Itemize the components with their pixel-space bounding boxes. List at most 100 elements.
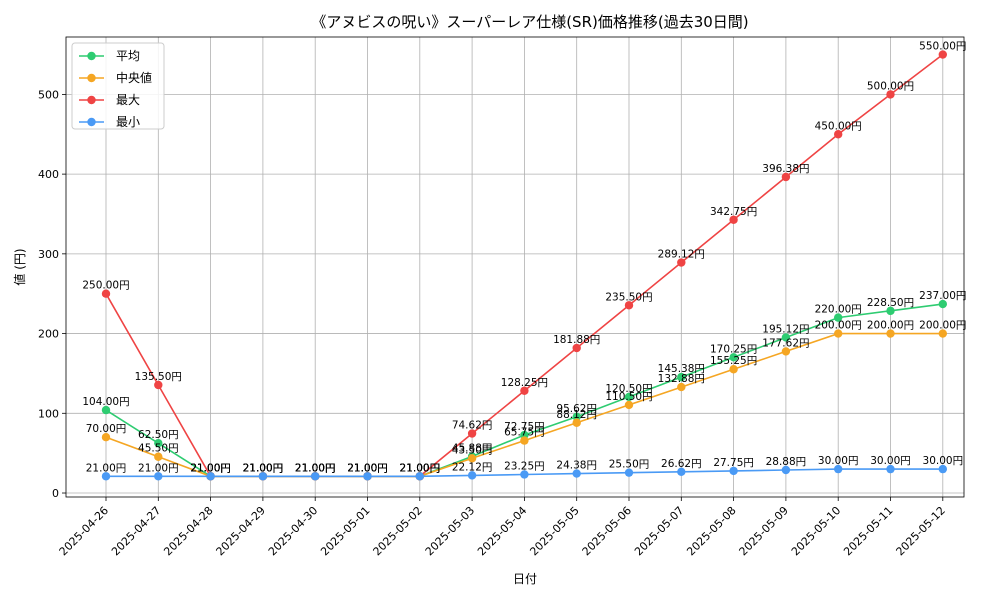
data-point <box>467 471 477 480</box>
legend-box <box>71 42 165 130</box>
data-point <box>467 454 477 463</box>
data-label: 237.00円 <box>919 290 966 302</box>
data-label: 228.50円 <box>867 297 914 309</box>
data-label: 43.50円 <box>452 444 493 456</box>
y-tick-label: 0 <box>52 487 59 500</box>
data-label: 21.00円 <box>190 462 231 474</box>
data-label: 21.00円 <box>243 462 284 474</box>
data-point <box>781 172 791 182</box>
data-label: 500.00円 <box>867 80 914 92</box>
data-point <box>572 418 581 427</box>
data-point <box>624 468 634 477</box>
data-label: 21.00円 <box>243 462 284 474</box>
data-label: 21.00円 <box>243 462 284 474</box>
data-label: 65.75円 <box>504 427 545 439</box>
axes: 2025-04-262025-04-272025-04-282025-04-29… <box>38 88 948 558</box>
data-point <box>729 365 738 374</box>
x-tick-label: 2025-04-28 <box>161 504 215 558</box>
data-point <box>572 412 581 421</box>
data-point <box>258 472 268 481</box>
data-label: 396.38円 <box>762 163 809 175</box>
data-label: 21.00円 <box>400 462 441 474</box>
data-point <box>154 452 163 461</box>
plot-frame <box>65 36 965 498</box>
data-label: 195.12円 <box>762 323 809 335</box>
data-label: 95.62円 <box>556 403 597 415</box>
legend-swatch-marker <box>87 51 96 61</box>
data-label: 88.12円 <box>556 409 597 421</box>
data-point <box>520 470 529 479</box>
data-label: 21.00円 <box>347 462 388 474</box>
data-label: 250.00円 <box>82 280 129 292</box>
data-point <box>834 464 843 474</box>
x-tick-label: 2025-05-02 <box>371 504 425 558</box>
data-label: 289.12円 <box>658 249 705 261</box>
data-label: 21.00円 <box>138 462 179 474</box>
data-label: 220.00円 <box>815 304 862 316</box>
data-point <box>781 465 791 475</box>
data-point <box>938 464 947 474</box>
data-label: 21.00円 <box>190 462 231 474</box>
data-point <box>729 215 738 224</box>
data-label: 27.75円 <box>713 457 754 469</box>
data-point <box>154 472 163 481</box>
data-label: 21.00円 <box>190 462 231 474</box>
data-label: 128.25円 <box>501 377 548 389</box>
data-point <box>101 472 111 481</box>
data-label: 110.50円 <box>605 391 652 403</box>
data-label: 200.00円 <box>815 320 862 332</box>
y-tick-label: 400 <box>38 168 59 181</box>
data-label: 30.00円 <box>818 455 859 467</box>
data-label: 21.00円 <box>400 462 441 474</box>
x-tick-label: 2025-04-27 <box>109 504 163 558</box>
data-point <box>572 469 581 478</box>
x-tick-label: 2025-05-04 <box>475 504 529 558</box>
data-point <box>572 343 581 353</box>
data-label: 145.38円 <box>658 363 705 375</box>
data-point <box>311 472 320 481</box>
y-tick-label: 100 <box>38 407 59 420</box>
legend-swatch-marker <box>87 73 96 83</box>
data-label: 550.00円 <box>919 41 966 53</box>
data-point <box>938 50 947 59</box>
x-tick-label: 2025-04-26 <box>57 504 111 558</box>
data-point <box>624 301 634 310</box>
x-tick-label: 2025-05-11 <box>841 504 895 558</box>
y-tick-label: 500 <box>38 88 59 101</box>
x-tick-label: 2025-05-06 <box>580 504 634 558</box>
legend-swatch-marker <box>87 95 96 105</box>
data-point <box>834 313 843 322</box>
data-point <box>781 333 791 342</box>
legend-label: 最大 <box>116 93 140 107</box>
legend-label: 平均 <box>116 49 140 63</box>
data-label: 70.00円 <box>86 423 127 435</box>
data-label: 21.00円 <box>295 462 336 474</box>
data-point <box>520 386 529 395</box>
data-label: 135.50円 <box>135 371 182 383</box>
x-tick-label: 2025-05-01 <box>318 504 372 558</box>
data-label: 200.00円 <box>867 320 914 332</box>
data-point <box>729 353 738 362</box>
data-point <box>520 436 529 445</box>
data-label: 21.00円 <box>243 462 284 474</box>
x-tick-label: 2025-05-10 <box>789 504 843 558</box>
x-tick-label: 2025-04-29 <box>214 504 268 558</box>
data-label: 200.00円 <box>919 320 966 332</box>
data-point <box>834 329 843 338</box>
legend-label: 最小 <box>116 115 140 129</box>
data-label: 21.00円 <box>347 462 388 474</box>
data-point <box>154 380 163 390</box>
data-point <box>781 347 791 356</box>
data-labels: 104.00円 62.50円 21.00円 21.00円 21.00円 21.00円 21.… <box>82 41 966 475</box>
data-label: 21.00円 <box>190 462 231 474</box>
data-label: 177.62円 <box>762 337 809 349</box>
data-label: 72.75円 <box>504 421 545 433</box>
data-label: 235.50円 <box>605 291 652 303</box>
data-point <box>938 329 947 338</box>
data-point <box>101 405 111 415</box>
x-tick-label: 2025-05-09 <box>737 504 791 558</box>
data-label: 21.00円 <box>347 462 388 474</box>
legend-label: 中央値 <box>116 70 152 85</box>
data-point <box>415 472 424 481</box>
